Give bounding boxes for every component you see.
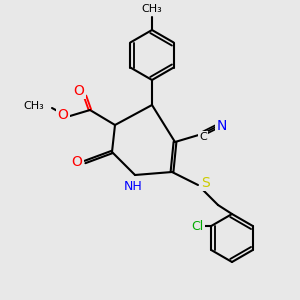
Text: C: C <box>199 132 207 142</box>
Text: O: O <box>74 84 84 98</box>
Text: CH₃: CH₃ <box>142 4 162 14</box>
Text: N: N <box>217 119 227 133</box>
Text: S: S <box>201 176 209 190</box>
Text: O: O <box>72 155 83 169</box>
Text: NH: NH <box>124 181 142 194</box>
Text: O: O <box>58 108 68 122</box>
Text: Cl: Cl <box>191 220 203 232</box>
Text: CH₃: CH₃ <box>23 101 44 111</box>
